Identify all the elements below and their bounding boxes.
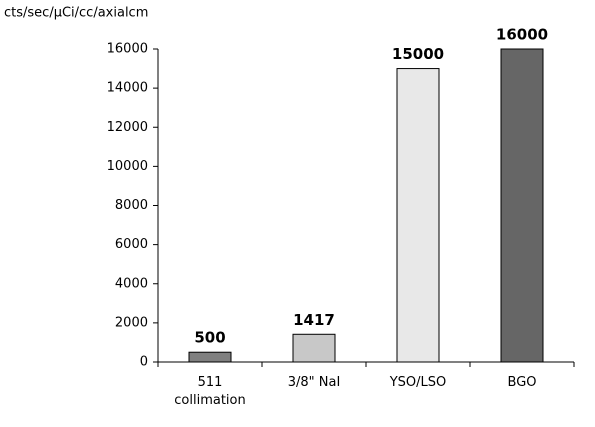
x-tick-label: YSO/LSO xyxy=(389,375,447,390)
x-tick-label-line: BGO xyxy=(508,375,537,390)
x-tick-label-line: YSO/LSO xyxy=(389,375,447,390)
x-tick-label: BGO xyxy=(508,375,537,390)
x-tick-label-line: collimation xyxy=(174,393,245,408)
value-label: 16000 xyxy=(496,26,548,44)
bar xyxy=(500,48,544,363)
y-tick-label: 8000 xyxy=(115,198,148,213)
y-tick-label: 12000 xyxy=(107,120,148,135)
y-tick-label: 0 xyxy=(140,355,148,370)
y-tick-label: 6000 xyxy=(115,237,148,252)
y-tick-label: 14000 xyxy=(107,81,148,96)
y-tick-label: 10000 xyxy=(107,159,148,174)
bar xyxy=(188,351,232,363)
x-tick-label: 3/8" NaI xyxy=(288,375,341,390)
x-tick-label: 511 collimation xyxy=(174,375,245,408)
value-label: 1417 xyxy=(293,311,335,329)
y-axis-label: cts/sec/µCi/cc/axialcm xyxy=(4,6,148,21)
value-label: 500 xyxy=(194,329,225,347)
y-tick-label: 2000 xyxy=(115,315,148,330)
y-tick-label: 16000 xyxy=(107,42,148,57)
x-tick-label-line: 511 xyxy=(198,375,223,390)
value-label: 15000 xyxy=(392,45,444,63)
y-tick-label: 4000 xyxy=(115,276,148,291)
bar xyxy=(396,68,440,363)
bar xyxy=(292,333,336,363)
x-tick-label-line: 3/8" NaI xyxy=(288,375,341,390)
